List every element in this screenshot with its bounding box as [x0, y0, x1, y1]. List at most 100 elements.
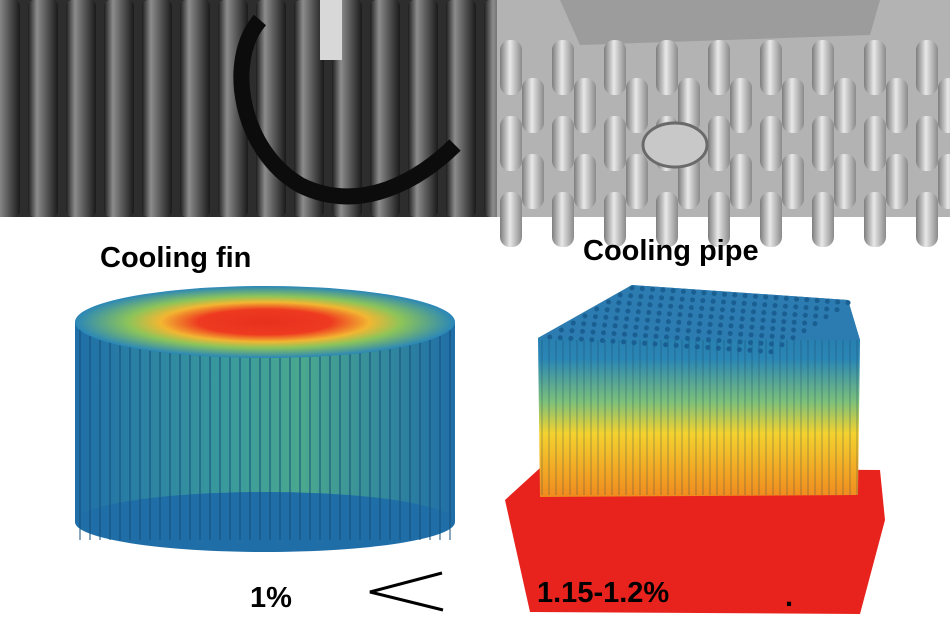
- pipe-top-dot: [791, 327, 797, 333]
- pipe-top-dot: [625, 308, 631, 314]
- pipe-top-dot: [621, 339, 626, 345]
- pin: [938, 154, 950, 209]
- pipe-top-dot: [687, 312, 693, 318]
- pin: [916, 116, 938, 171]
- less-than-sign: [369, 571, 444, 612]
- pipe-top-dot: [709, 306, 715, 312]
- fin-stripe: [104, 0, 134, 217]
- pipe-top-dot: [763, 294, 769, 300]
- pipe-top-dot: [582, 313, 588, 319]
- pipe-top-dot: [669, 296, 675, 301]
- pipe-top-dot: [638, 293, 644, 299]
- pin: [552, 116, 574, 171]
- pipe-top-dot: [814, 298, 820, 304]
- pipe-top-dot: [656, 310, 662, 316]
- pipe-top-dot: [738, 324, 744, 329]
- pipe-top-dot: [611, 331, 617, 336]
- fin-top: [75, 286, 455, 358]
- mark: .: [785, 581, 793, 613]
- pipe-top-dot: [617, 292, 623, 298]
- pin: [834, 78, 856, 133]
- pipe-top-dot: [697, 321, 703, 327]
- pipe-top-dot: [750, 317, 756, 322]
- pipe-top-dot: [599, 338, 605, 343]
- pipe-top-dot: [676, 319, 682, 325]
- pipe-top-dot: [686, 320, 692, 326]
- pipe-top-dot: [760, 317, 766, 323]
- pin: [708, 40, 730, 95]
- pipe-top-dot: [770, 318, 776, 324]
- pipe-top-dot: [782, 303, 788, 309]
- fin-bottom: [75, 492, 455, 552]
- fin-stripe: [180, 0, 210, 217]
- pipe-top-dot: [590, 329, 596, 335]
- pipe-top-dot: [634, 317, 640, 322]
- pin: [812, 116, 834, 171]
- pipe-top-dot: [748, 340, 753, 346]
- pipe-top-dot: [569, 328, 575, 334]
- pipe-top-dot: [772, 303, 778, 308]
- pipe-top-dot: [680, 289, 686, 294]
- pipe-top-dot: [710, 298, 716, 304]
- pipe-top-dot: [606, 299, 611, 305]
- pipe-top-dot: [648, 294, 654, 300]
- pipe-top-dot: [633, 324, 639, 330]
- pipe-top-dot: [715, 345, 721, 351]
- pipe-top-dot: [653, 333, 659, 339]
- pipe-top-dot: [654, 326, 660, 332]
- pipe-top-dot: [589, 337, 595, 343]
- pipe-top-dot: [647, 302, 653, 308]
- pipe-top-dot: [801, 328, 807, 334]
- pin: [812, 192, 834, 247]
- pipe-lines: [541, 285, 858, 495]
- pipe-top-dot: [688, 305, 694, 311]
- pipe-top-dot: [631, 340, 637, 346]
- pin: [812, 40, 834, 95]
- pipe-top-dot: [622, 331, 627, 337]
- pipe-top-dot: [824, 298, 830, 304]
- pin: [760, 116, 782, 171]
- pipe-top-dot: [759, 325, 765, 331]
- pipe-top-dot: [708, 314, 714, 320]
- pipe-top-dot: [616, 300, 622, 306]
- pipe-top-dot: [802, 312, 808, 318]
- pipe-top-dot: [644, 325, 649, 331]
- pipe-top-dot: [646, 310, 652, 315]
- pipe-top-dot: [792, 312, 798, 318]
- pin: [708, 192, 730, 247]
- pipe-top-dot: [701, 290, 707, 296]
- fin-stripe: [142, 0, 172, 217]
- pipe-top-dot: [759, 333, 765, 339]
- pipe-top-dot: [635, 309, 641, 315]
- pipe-top-dot: [628, 293, 634, 299]
- pipe-top-dot: [732, 292, 738, 298]
- pipe-top-dot: [691, 289, 697, 295]
- pipe-top-dot: [698, 313, 704, 319]
- pin: [604, 192, 626, 247]
- pipe-top-dot: [727, 338, 732, 344]
- pipe-top-dot: [652, 341, 658, 347]
- pipe-top-dot: [700, 298, 706, 304]
- pipe-top-dot: [642, 340, 648, 346]
- pipe-top-dot: [677, 312, 683, 318]
- pipe-top-dot: [594, 306, 600, 312]
- pipe-top-dot: [660, 287, 666, 293]
- pipe-top-dot: [613, 315, 619, 321]
- pipe-top-dot: [781, 319, 787, 325]
- pipe-top-dot: [684, 343, 690, 349]
- pin: [916, 192, 938, 247]
- pipe-top-dot: [706, 337, 711, 343]
- pipe-top-dot: [578, 336, 584, 342]
- pipe-top-dot: [707, 321, 713, 327]
- pipe-top-dot: [674, 335, 680, 341]
- right-title: Cooling pipe: [583, 235, 759, 267]
- pipe-top-dot: [803, 305, 809, 311]
- pin: [916, 40, 938, 95]
- pipe-top-dot: [673, 342, 679, 348]
- pin: [834, 154, 856, 209]
- pipe-top-dot: [728, 323, 734, 329]
- pipe-top-dot: [780, 326, 786, 332]
- pipe-top-dot: [813, 305, 819, 311]
- pipe-top-dot: [730, 307, 736, 313]
- pipe-top-dot: [779, 342, 785, 348]
